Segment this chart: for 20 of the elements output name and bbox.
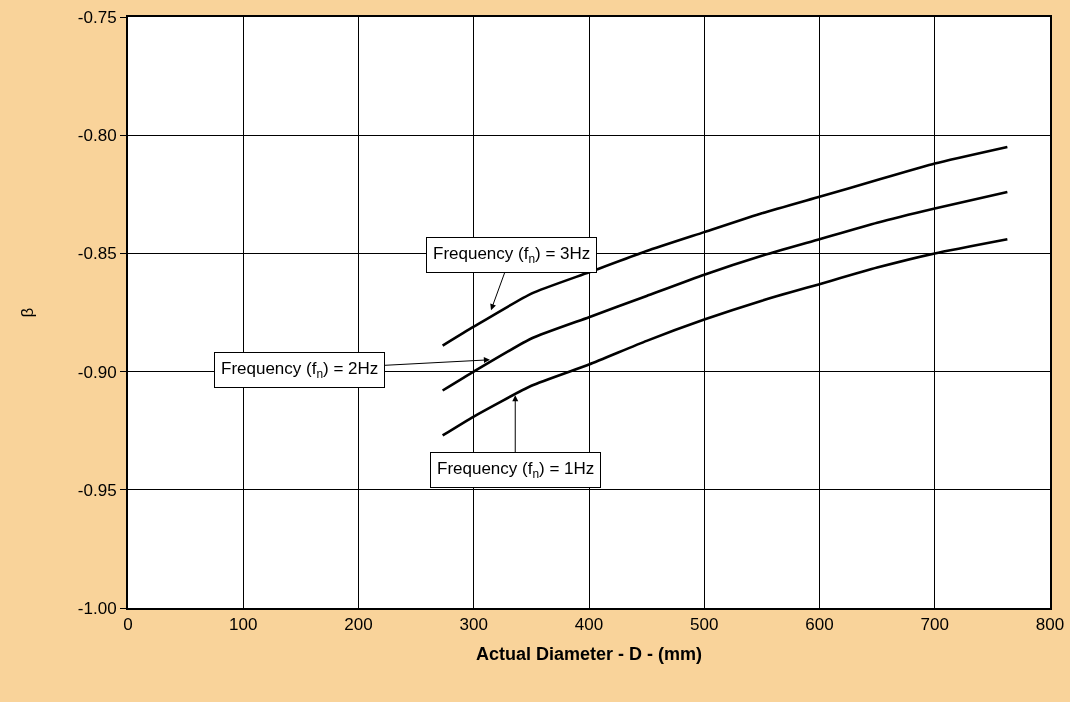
annotation: Frequency (f$_{n}$) = 3Hz: [433, 244, 591, 266]
x-tick-label: 200: [344, 615, 373, 635]
x-tick-label: 300: [459, 615, 488, 635]
x-tick-label: 100: [229, 615, 258, 635]
x-tick-label: 600: [805, 615, 834, 635]
y-tick-label: -0.95: [77, 480, 117, 500]
y-tick-label: -0.90: [77, 362, 117, 382]
annotation: Frequency (f$_{n}$) = 1Hz: [437, 459, 595, 481]
y-tick-label: -1.00: [77, 598, 117, 618]
y-tick-label: -0.75: [77, 7, 117, 27]
x-tick-label: 0: [123, 615, 133, 635]
x-tick-label: 800: [1035, 615, 1065, 635]
x-tick-label: 400: [574, 615, 604, 635]
y-tick-label: -0.85: [77, 244, 117, 264]
x-tick-label: 500: [690, 615, 719, 635]
y-axis-title: β: [17, 307, 37, 318]
y-tick-label: -0.80: [77, 126, 117, 146]
annotation: Frequency (f$_{n}$) = 2Hz: [221, 359, 379, 381]
x-tick-label: 700: [920, 615, 949, 635]
x-axis-title: Actual Diameter - D - (mm): [475, 644, 703, 664]
